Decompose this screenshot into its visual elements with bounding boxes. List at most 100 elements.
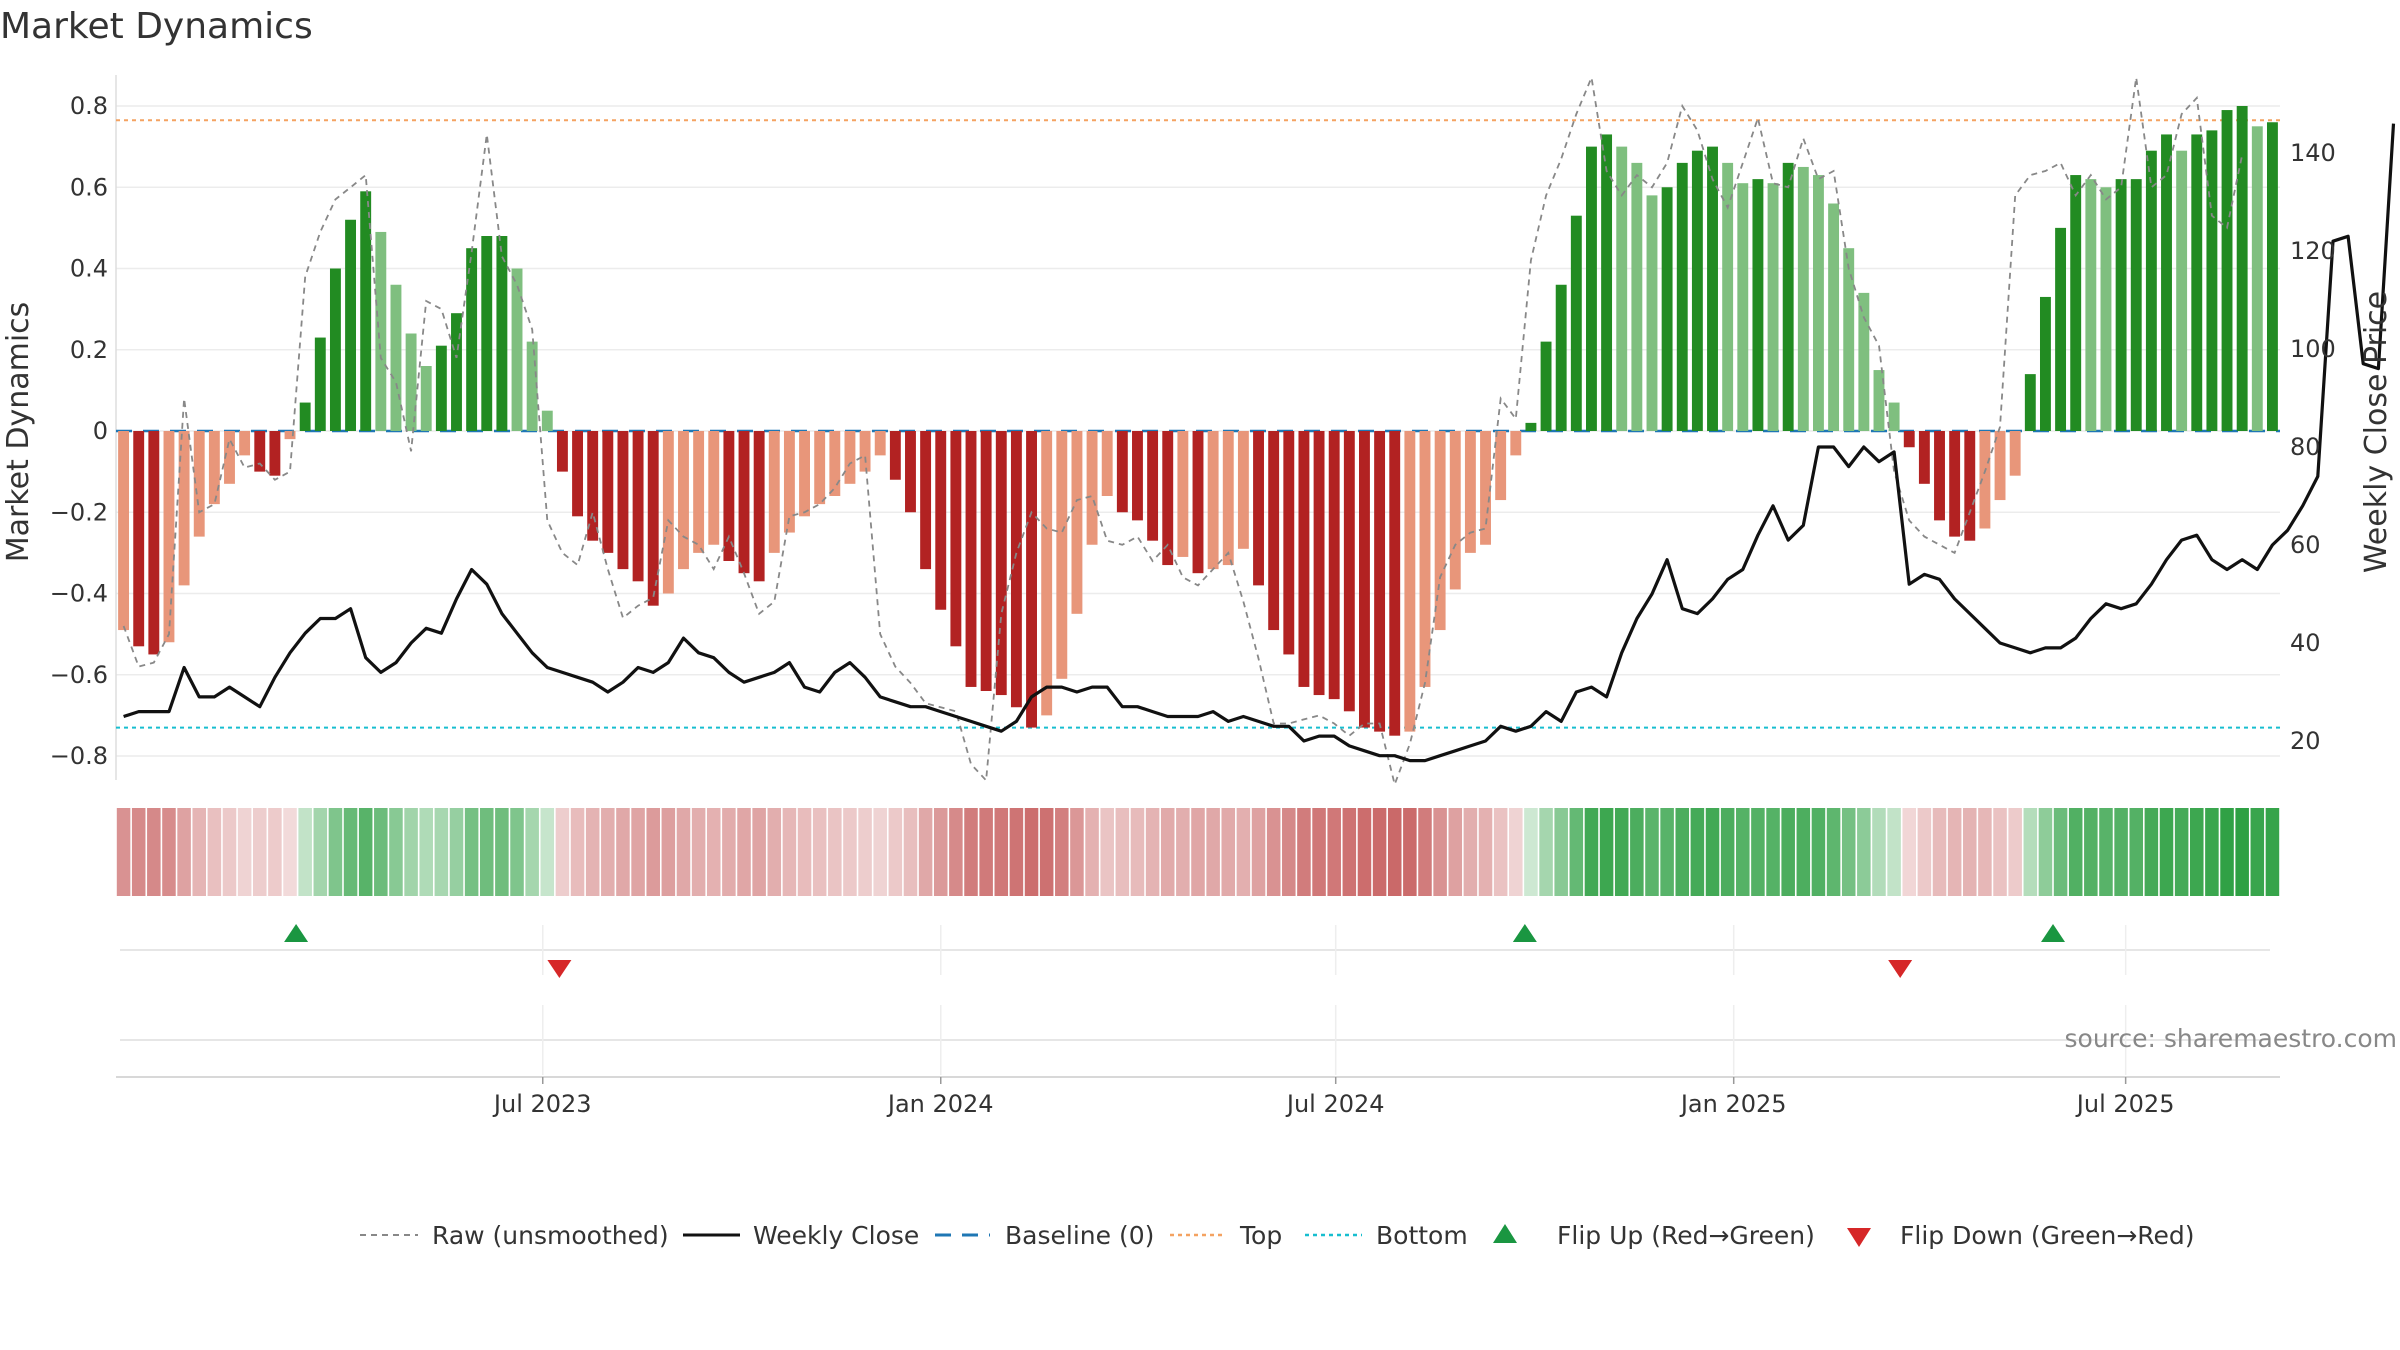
y-tick-right: 80 [2290,433,2321,461]
regime-cell [419,808,433,896]
dynamics-bar [1525,422,1537,431]
dynamics-bar [844,431,856,484]
regime-cell [1978,808,1992,896]
regime-cell [313,808,328,896]
y-tick-right: 140 [2290,139,2336,167]
dynamics-bar [1343,431,1355,712]
dynamics-bar [1752,179,1764,431]
regime-cell [1509,808,1523,896]
y-tick-left: 0.8 [70,92,108,120]
dynamics-bar [1873,370,1885,431]
dynamics-bar [329,268,341,431]
regime-cell [510,808,524,896]
dynamics-bar [1222,431,1234,566]
y-tick-right: 40 [2290,629,2321,657]
y-tick-left: 0 [93,417,108,445]
dynamics-bar [314,337,326,431]
regime-cell [1085,808,1099,896]
flip-down-marker [547,960,572,978]
regime-cell [1009,808,1024,896]
dynamics-bar [1903,431,1915,448]
legend-label-raw: Raw (unsmoothed) [432,1221,669,1250]
dynamics-bar [2039,296,2051,431]
axis-ticks: 0.8 0.6 0.4 0.2 0 −0.2 −0.4 −0.6 −0.8 140 120 100 80… [50,92,2336,770]
dynamics-bar [1767,183,1779,431]
regime-cell [1493,808,1508,896]
dynamics-bar [587,431,599,541]
dynamics-bar [178,431,190,586]
dynamics-bar [1691,150,1703,431]
dynamics-bar [466,248,478,431]
regime-cell [2038,808,2053,896]
regime-cell [1433,808,1447,896]
y-tick-left: 0.4 [70,255,108,283]
regime-cell [1796,808,1811,896]
regime-cell [1584,808,1599,896]
dynamics-bar [1162,431,1174,566]
dynamics-bar [693,431,705,553]
dynamics-bar [572,431,584,517]
dynamics-bar [1964,431,1976,541]
legend-label-top: Top [1239,1221,1282,1250]
regime-cell [1645,808,1659,896]
dynamics-bar [905,431,916,513]
dynamics-bar [1707,146,1718,431]
dynamics-bar [723,431,735,561]
regime-cell [1932,808,1947,896]
dynamics-bar [662,431,674,594]
dynamics-bar [1313,431,1325,696]
legend: Raw (unsmoothed) Weekly Close Baseline (… [360,1221,2195,1250]
regime-cell [1766,808,1780,896]
dynamics-bar [965,431,977,687]
dynamics-bar [1540,341,1552,431]
regime-cell [2129,808,2144,896]
dynamics-bar [1934,431,1945,521]
regime-cell [389,808,403,896]
regime-cell [298,808,312,896]
dynamics-bar [1192,431,1204,574]
dynamics-bar [738,431,750,574]
regime-cell [1751,808,1765,896]
regime-cell [252,808,267,896]
dynamics-bar [1510,431,1522,456]
flip-up-marker [1512,924,1537,942]
regime-cell [147,808,161,896]
regime-cell [540,808,555,896]
regime-cell [479,808,494,896]
dynamics-bar [2085,179,2097,431]
regime-cell [918,808,933,896]
dynamics-bar [193,431,205,537]
regime-cell [1266,808,1281,896]
regime-cell [1614,808,1629,896]
regime-cell [601,808,615,896]
regime-cell [207,808,222,896]
dynamics-bar [799,431,810,517]
regime-cell [525,808,539,896]
regime-cell [1070,808,1084,896]
regime-cell [1448,808,1463,896]
regime-cell [722,808,736,896]
dynamics-bar [617,431,629,570]
regime-cell [706,808,721,896]
regime-cell [2008,808,2022,896]
dynamics-bar [375,231,387,431]
regime-cell [131,808,146,896]
regime-cell [2114,808,2128,896]
dynamics-bar [935,431,947,610]
dynamics-bar [1737,183,1749,431]
dynamics-bar [2009,431,2021,476]
dynamics-bar [269,431,281,476]
regime-cell [2023,808,2038,896]
regime-cell [222,808,237,896]
dynamics-bar [2236,106,2248,431]
dynamics-bar [859,431,871,472]
x-axis: Jul 2023 Jan 2024 Jul 2024 Jan 2025 Jul 2025 [116,1076,2280,1118]
dynamics-bar [208,431,220,505]
regime-cell [116,808,131,896]
regime-cell [782,808,797,896]
dynamics-bar [118,431,130,631]
dynamics-bar [1888,402,1900,431]
dynamics-bar [1480,431,1491,545]
y-axis-right-title: Weekly Close Price [2359,291,2394,573]
